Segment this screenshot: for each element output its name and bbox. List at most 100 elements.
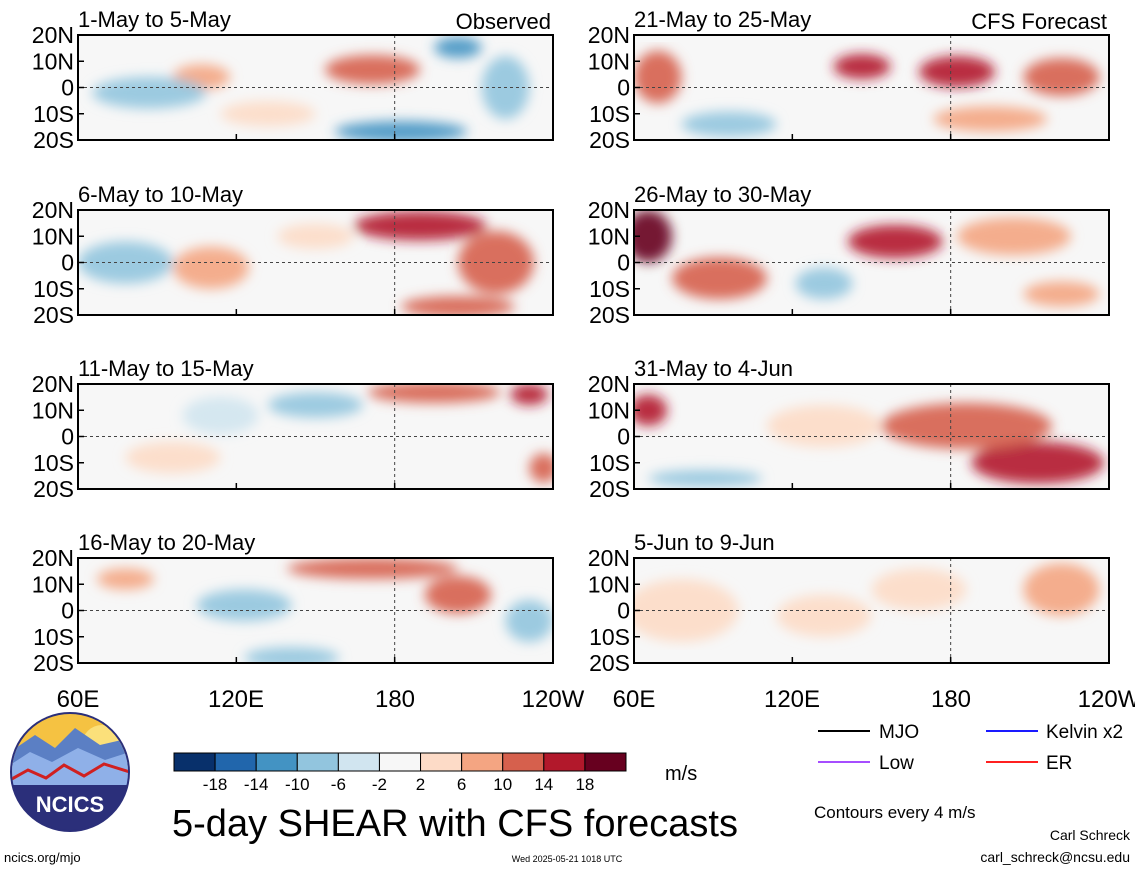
- shading-patch: [325, 54, 420, 85]
- lat-tick-label: 20S: [589, 650, 630, 676]
- lat-tick-label: 0: [61, 250, 74, 276]
- colorbar-tick-label: -2: [372, 775, 387, 794]
- panel-title: 31-May to 4-Jun: [634, 356, 793, 381]
- lat-tick-label: 20S: [589, 476, 630, 502]
- legend-label-mjo: MJO: [879, 722, 919, 743]
- colorbar-tick-label: -6: [331, 775, 346, 794]
- lat-tick-label: 20N: [32, 545, 74, 571]
- colorbar-swatch: [502, 752, 545, 772]
- shading-patch: [634, 50, 682, 104]
- colorbar-swatch: [296, 752, 339, 772]
- ncics-logo: NCICS: [10, 712, 130, 832]
- lon-tick-label: 120E: [764, 686, 820, 713]
- shading-patch: [1023, 58, 1100, 96]
- footer-url: ncics.org/mjo: [4, 850, 81, 865]
- lon-tick-label: 120W: [522, 686, 585, 713]
- colorbar-units: m/s: [665, 763, 697, 785]
- footer-email: carl_schreck@ncsu.edu: [980, 849, 1130, 865]
- shading-patch: [933, 106, 1048, 132]
- lat-tick-label: 10S: [33, 276, 74, 302]
- shading-patch: [767, 405, 881, 447]
- lat-tick-label: 20S: [33, 476, 74, 502]
- panel-title: 21-May to 25-May: [634, 7, 811, 32]
- lat-tick-label: 10S: [589, 101, 630, 127]
- panel-title: 26-May to 30-May: [634, 182, 811, 207]
- legend-label-kelvin: Kelvin x2: [1046, 722, 1123, 743]
- panel-title: 11-May to 15-May: [78, 356, 254, 381]
- shading-patch: [510, 384, 549, 405]
- shading-patch: [529, 453, 553, 483]
- colorbar-swatch: [337, 752, 380, 772]
- lat-tick-label: 10N: [588, 571, 630, 597]
- shading-patch: [424, 575, 492, 614]
- lat-tick-label: 10N: [32, 397, 74, 423]
- colorbar-tick-label: -18: [203, 775, 228, 794]
- lat-tick-label: 20S: [589, 127, 630, 153]
- shading-patch: [353, 211, 487, 241]
- lat-tick-label: 20S: [33, 127, 74, 153]
- colorbar-tick-label: -10: [285, 775, 310, 794]
- panel-title: 1-May to 5-May: [78, 7, 231, 32]
- colorbar-tick-label: 14: [534, 775, 553, 794]
- lat-tick-label: 0: [617, 250, 630, 276]
- contour-note: Contours every 4 m/s: [814, 803, 976, 822]
- shading-patch: [458, 231, 534, 294]
- footer-timestamp: Wed 2025-05-21 1018 UTC: [512, 854, 623, 864]
- lat-tick-label: 10N: [32, 571, 74, 597]
- shading-patch: [634, 394, 668, 426]
- shading-patch: [672, 257, 767, 300]
- column-label: CFS Forecast: [971, 9, 1107, 34]
- legend-label-er: ER: [1046, 753, 1072, 774]
- shading-patch: [871, 568, 967, 611]
- legend: MJO Kelvin x2 Low ER Contours every 4 m/…: [814, 722, 1123, 822]
- lat-tick-label: 20S: [33, 650, 74, 676]
- shading-patch: [182, 396, 259, 435]
- shading-patch: [847, 224, 943, 259]
- lat-tick-label: 0: [617, 424, 630, 450]
- shading-patch: [919, 56, 995, 88]
- shading-patch: [367, 384, 501, 403]
- lat-tick-label: 10S: [589, 276, 630, 302]
- colorbar-tick-label: 18: [575, 775, 594, 794]
- lon-tick-label: 60E: [613, 686, 656, 713]
- colorbar-swatch: [255, 752, 298, 772]
- lat-tick-label: 20N: [588, 371, 630, 397]
- shading-patch: [268, 392, 363, 418]
- lon-tick-label: 60E: [57, 686, 100, 713]
- lon-tick-labels: 60E 120E 180 120W 60E 120E 180 120W: [57, 686, 1135, 713]
- shading-patch: [78, 241, 173, 284]
- colorbar-tick-label: 6: [457, 775, 466, 794]
- lat-tick-label: 10N: [32, 223, 74, 249]
- lat-tick-label: 20S: [589, 302, 630, 328]
- shading-patch: [277, 223, 354, 249]
- colorbar-tick-label: 10: [493, 775, 512, 794]
- shading-patch: [634, 210, 672, 263]
- shading-patch: [634, 579, 739, 642]
- lat-tick-label: 10N: [588, 223, 630, 249]
- colorbar-swatch: [420, 752, 463, 772]
- shading-patch: [681, 111, 777, 137]
- shading-patch: [776, 594, 872, 637]
- lat-tick-label: 10N: [588, 48, 630, 74]
- colorbar-swatch: [461, 752, 504, 772]
- shading-patch: [1023, 281, 1100, 307]
- footer-author: Carl Schreck: [1050, 827, 1131, 843]
- colorbar-tick-label: -14: [244, 775, 269, 794]
- lat-tick-label: 0: [61, 598, 74, 624]
- lon-tick-label: 120E: [208, 686, 264, 713]
- lat-tick-label: 10N: [588, 397, 630, 423]
- shading-patch: [1023, 563, 1100, 616]
- lat-tick-label: 10S: [589, 450, 630, 476]
- shading-patch: [220, 101, 316, 127]
- lat-tick-label: 10S: [33, 624, 74, 650]
- shading-patch: [125, 441, 221, 474]
- shading-patch: [401, 296, 515, 315]
